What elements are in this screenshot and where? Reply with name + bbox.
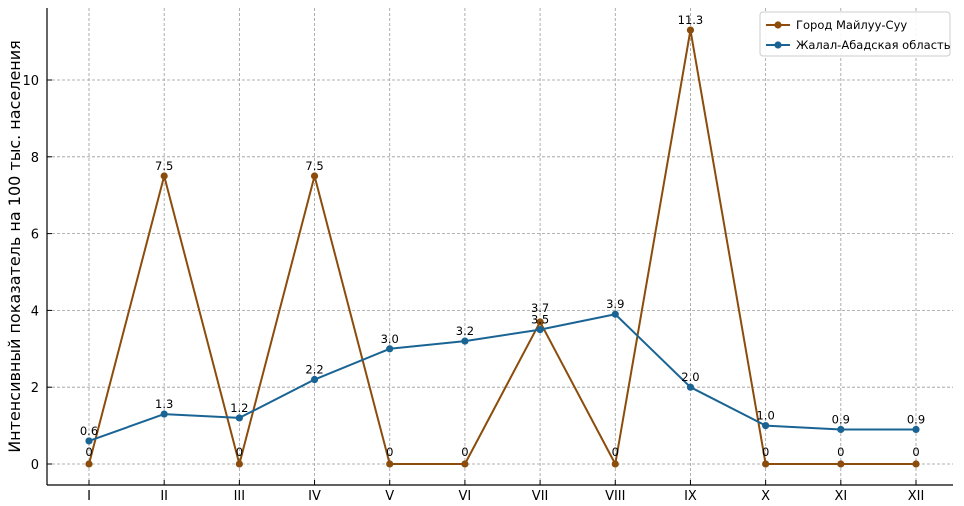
data-point: [386, 345, 394, 353]
x-tick-label: I: [87, 489, 91, 504]
data-label: 0: [85, 445, 92, 459]
series-line: [88, 313, 916, 442]
data-label: 1.2: [230, 401, 248, 415]
data-point: [686, 383, 695, 391]
data-label: 3.5: [531, 313, 549, 327]
data-point: [160, 410, 168, 418]
data-point: [837, 460, 845, 468]
y-tick-label: 6: [31, 228, 39, 243]
data-point: [85, 437, 93, 445]
data-point: [837, 425, 845, 434]
data-point: [912, 460, 920, 468]
data-label: 3.2: [456, 324, 474, 338]
data-label: 2.0: [681, 370, 699, 384]
x-tick-label: V: [385, 489, 394, 504]
data-label: 0: [612, 445, 619, 459]
x-tick-label: XII: [908, 489, 925, 504]
y-tick-label: 10: [22, 74, 39, 89]
data-label: 2.2: [305, 363, 323, 377]
data-point: [611, 310, 619, 318]
legend-box: [759, 11, 951, 57]
data-label: 11.3: [678, 13, 704, 27]
data-label: 7.5: [155, 159, 173, 173]
legend-label: Город Майлуу-Суу: [796, 18, 907, 32]
data-label: 0: [762, 445, 769, 459]
y-tick-label: 8: [31, 151, 39, 166]
data-point: [235, 414, 243, 422]
y-tick-label: 2: [31, 381, 39, 396]
legend-marker: [774, 21, 782, 29]
x-tick-label: XI: [834, 489, 847, 504]
data-point: [310, 375, 319, 384]
data-point: [85, 460, 93, 468]
data-point: [461, 460, 469, 468]
x-tick-label: II: [160, 489, 168, 504]
x-tick-label: X: [761, 489, 770, 504]
data-label: 3.9: [606, 297, 624, 311]
data-label: 0: [386, 445, 393, 459]
series-line: [88, 29, 916, 465]
data-point: [912, 425, 920, 434]
data-point: [386, 460, 394, 468]
data-label: 0.6: [80, 424, 98, 438]
grid: [47, 8, 953, 485]
data-label: 3.0: [381, 332, 399, 346]
data-label: 0: [236, 445, 243, 459]
data-label: 7.5: [305, 159, 323, 173]
data-label: 0.9: [907, 412, 925, 426]
y-tick-label: 4: [31, 304, 39, 319]
series-layer: [85, 26, 920, 468]
x-tick-label: VII: [532, 489, 549, 504]
data-label: 0: [461, 445, 468, 459]
data-point: [611, 460, 619, 468]
data-point: [762, 460, 770, 468]
x-tick-label: VIII: [605, 489, 625, 504]
data-point: [536, 318, 544, 326]
legend-label: Жалал-Абадская область: [796, 38, 951, 52]
legend: Город Майлуу-Суу Жалал-Абадская область: [759, 11, 951, 57]
x-tick-label: VI: [459, 489, 472, 504]
data-point: [762, 422, 770, 430]
y-tick-label: 0: [31, 458, 39, 473]
data-point: [461, 337, 469, 345]
data-label: 0.9: [832, 412, 850, 426]
data-point: [160, 172, 168, 180]
data-point: [235, 460, 243, 468]
data-label: 0: [837, 445, 844, 459]
x-tick-label: IX: [684, 489, 697, 504]
data-label: 3.7: [531, 301, 549, 315]
x-tick-label: III: [234, 489, 246, 504]
data-label: 0: [912, 445, 919, 459]
y-axis-label: Интенсивный показатель на 100 тыс. насел…: [5, 40, 24, 453]
data-point: [686, 26, 695, 34]
x-tick-label: IV: [308, 489, 321, 504]
data-label: 1.3: [155, 397, 173, 411]
data-point: [310, 172, 319, 180]
data-labels: 0 7.5 0 7.5 0 0 3.7 0 11.3 0 0 0 0.6 1.3 1.2 2.2 3.0 3.2 3…: [80, 13, 925, 459]
data-point: [536, 326, 544, 334]
data-label: 1.0: [756, 409, 774, 423]
legend-marker: [774, 41, 782, 49]
